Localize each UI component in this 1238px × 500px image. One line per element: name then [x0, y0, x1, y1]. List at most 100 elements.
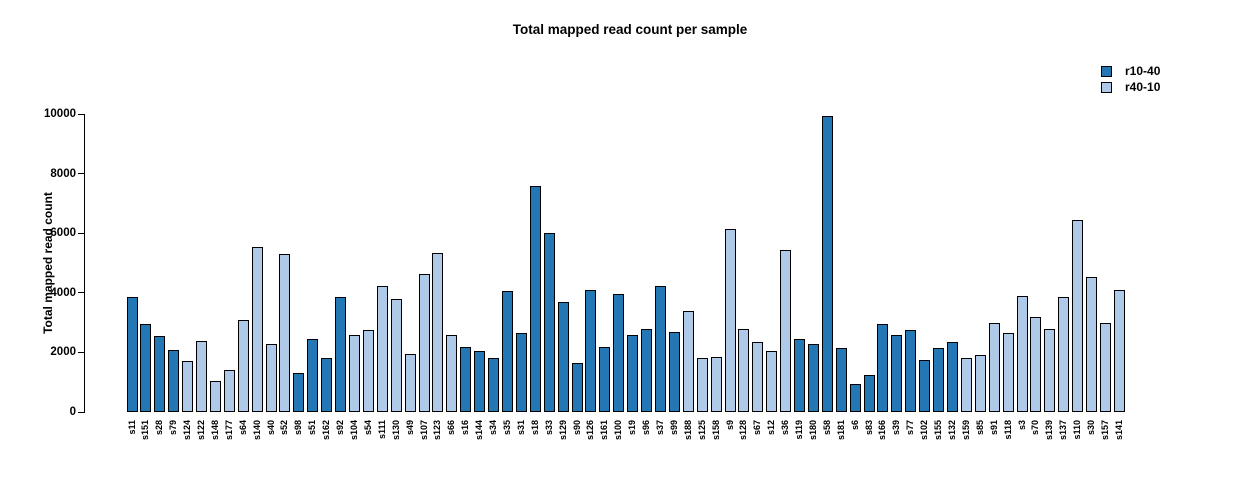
x-label-s177: s177 — [223, 420, 234, 441]
bar-s128 — [738, 328, 750, 412]
bar-s16 — [460, 346, 472, 412]
bar-s49 — [404, 353, 416, 412]
bar-s155 — [933, 348, 945, 412]
x-label-s9: s9 — [724, 420, 735, 431]
x-label-s85: s85 — [974, 420, 985, 436]
x-label-s119: s119 — [794, 420, 805, 440]
x-label-s140: s140 — [251, 420, 262, 441]
bar-s79 — [168, 349, 180, 412]
x-label-s125: s125 — [696, 420, 707, 441]
x-label-s180: s180 — [807, 420, 818, 441]
x-label-s33: s33 — [543, 420, 554, 436]
legend-item-r10-40: r10-40 — [1101, 63, 1160, 79]
bar-s64 — [237, 319, 249, 412]
x-label-s110: s110 — [1072, 420, 1083, 440]
x-label-s35: s35 — [501, 420, 512, 436]
x-label-s98: s98 — [293, 420, 304, 436]
bar-s40 — [265, 343, 277, 412]
x-label-s51: s51 — [307, 420, 318, 436]
bar-s28 — [154, 336, 166, 412]
bar-s66 — [446, 334, 458, 412]
bar-s162 — [321, 358, 333, 412]
x-label-s141: s141 — [1113, 420, 1124, 441]
bar-s157 — [1099, 322, 1111, 412]
x-label-s111: s111 — [376, 420, 387, 440]
x-label-s158: s158 — [710, 420, 721, 441]
x-label-s34: s34 — [488, 420, 499, 436]
bar-s9 — [724, 228, 736, 412]
bar-s181 — [835, 348, 847, 412]
x-label-s96: s96 — [641, 420, 652, 436]
y-tick-mark — [78, 292, 85, 294]
bar-s11 — [126, 297, 138, 412]
x-label-s130: s130 — [390, 420, 401, 441]
chart-title: Total mapped read count per sample — [512, 22, 748, 37]
x-label-s66: s66 — [446, 420, 457, 436]
x-label-s70: s70 — [1030, 420, 1041, 436]
y-tick-mark — [78, 351, 85, 353]
x-label-s124: s124 — [182, 420, 193, 441]
bar-s161 — [599, 346, 611, 412]
x-label-s100: s100 — [613, 420, 624, 441]
legend-label-r10-40: r10-40 — [1125, 64, 1161, 78]
y-tick-mark — [78, 232, 85, 234]
bar-s102 — [919, 359, 931, 412]
x-label-s16: s16 — [460, 420, 471, 436]
bar-s96 — [641, 328, 653, 412]
bar-s141 — [1113, 289, 1125, 412]
bar-s132 — [947, 342, 958, 412]
bar-s110 — [1072, 220, 1084, 412]
x-label-s91: s91 — [988, 420, 999, 436]
bar-s180 — [807, 343, 819, 412]
bar-s158 — [710, 356, 722, 412]
x-label-s11: s11 — [126, 420, 137, 435]
bar-s52 — [279, 254, 291, 412]
y-tick-label: 6000 — [50, 227, 76, 240]
bar-s6 — [849, 383, 861, 412]
x-label-s37: s37 — [654, 420, 665, 436]
x-label-s92: s92 — [335, 420, 346, 436]
y-axis-line — [84, 114, 85, 412]
y-tick-label: 4000 — [50, 286, 76, 299]
x-label-s31: s31 — [515, 420, 526, 436]
bar-s3 — [1016, 295, 1028, 412]
x-label-s36: s36 — [780, 420, 791, 436]
x-label-s90: s90 — [571, 420, 582, 436]
y-tick-label: 2000 — [50, 346, 76, 359]
bar-s148 — [209, 380, 221, 412]
bar-s125 — [696, 358, 708, 412]
bar-s19 — [627, 334, 639, 412]
x-label-s118: s118 — [1002, 420, 1013, 440]
legend-item-r40-10: r40-10 — [1101, 79, 1160, 95]
bar-s92 — [335, 297, 347, 412]
bar-s98 — [293, 373, 305, 412]
bar-s107 — [418, 273, 430, 412]
bar-s104 — [349, 334, 360, 412]
x-label-s58: s58 — [821, 420, 832, 436]
bar-s140 — [251, 246, 263, 412]
bar-s118 — [1002, 333, 1014, 412]
bar-s30 — [1086, 276, 1098, 412]
legend: r10-40 r40-10 — [1101, 63, 1160, 95]
x-label-s99: s99 — [668, 420, 679, 436]
x-label-s162: s162 — [321, 420, 332, 441]
bar-s34 — [488, 358, 500, 412]
x-label-s102: s102 — [919, 420, 930, 441]
y-tick-mark — [78, 113, 85, 115]
y-tick-mark — [78, 173, 85, 175]
x-label-s122: s122 — [196, 420, 207, 441]
bar-s91 — [988, 322, 1000, 412]
x-label-s39: s39 — [891, 420, 902, 436]
x-label-s18: s18 — [529, 420, 540, 436]
bar-s35 — [501, 291, 513, 412]
bar-s137 — [1058, 297, 1070, 412]
bar-s123 — [432, 252, 444, 412]
x-label-s166: s166 — [877, 420, 888, 441]
bar-s144 — [474, 350, 486, 412]
bar-s70 — [1030, 316, 1042, 412]
bar-s33 — [543, 233, 555, 412]
bar-s51 — [307, 339, 319, 412]
x-label-s12: s12 — [766, 420, 777, 436]
x-label-s157: s157 — [1099, 420, 1110, 441]
bar-s139 — [1044, 328, 1056, 412]
